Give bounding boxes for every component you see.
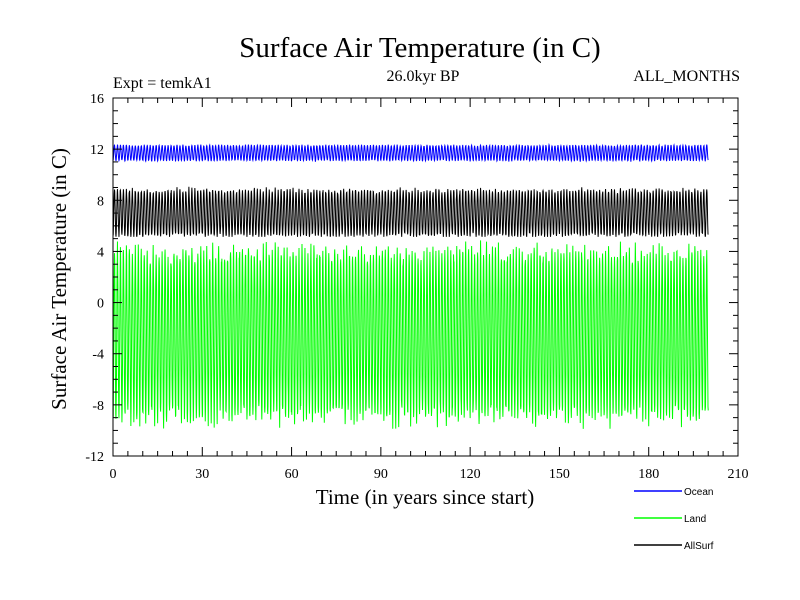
x-tick-label: 210 bbox=[728, 467, 749, 482]
period-label: 26.0kyr BP bbox=[387, 68, 460, 85]
legend-label-allsurf: AllSurf bbox=[684, 541, 714, 552]
y-tick-label: 8 bbox=[97, 194, 104, 209]
y-tick-label: -12 bbox=[85, 450, 104, 465]
y-tick-label: -4 bbox=[92, 348, 104, 363]
tick-labels-layer: 0 30 60 90 120 150 180 210 -12 -8 -4 0 4 8 12 16 bbox=[85, 92, 748, 482]
x-axis-label: Time (in years since start) bbox=[316, 485, 535, 509]
y-tick-label: 12 bbox=[90, 143, 104, 158]
x-tick-label: 150 bbox=[549, 467, 570, 482]
y-tick-label: -8 bbox=[92, 399, 104, 414]
series-line-ocean bbox=[112, 142, 709, 163]
y-tick-label: 16 bbox=[90, 92, 104, 107]
x-tick-label: 30 bbox=[195, 467, 209, 482]
legend-label-ocean: Ocean bbox=[684, 487, 713, 498]
months-label: ALL_MONTHS bbox=[633, 68, 740, 85]
y-tick-label: 0 bbox=[97, 297, 104, 312]
series-line-land bbox=[112, 240, 709, 429]
x-tick-label: 60 bbox=[285, 467, 299, 482]
chart-title: Surface Air Temperature (in C) bbox=[239, 32, 600, 64]
x-tick-label: 180 bbox=[638, 467, 659, 482]
series-layer bbox=[112, 142, 709, 429]
x-tick-label: 90 bbox=[374, 467, 388, 482]
y-tick-label: 4 bbox=[97, 245, 104, 260]
x-tick-label: 0 bbox=[110, 467, 117, 482]
experiment-label: Expt = temkA1 bbox=[113, 75, 212, 92]
legend-label-land: Land bbox=[684, 514, 706, 525]
series-line-allsurf bbox=[112, 186, 709, 238]
y-axis-label: Surface Air Temperature (in C) bbox=[47, 148, 71, 410]
x-tick-label: 120 bbox=[460, 467, 481, 482]
ticks-layer bbox=[112, 97, 739, 457]
legend: Ocean Land AllSurf bbox=[634, 487, 714, 552]
